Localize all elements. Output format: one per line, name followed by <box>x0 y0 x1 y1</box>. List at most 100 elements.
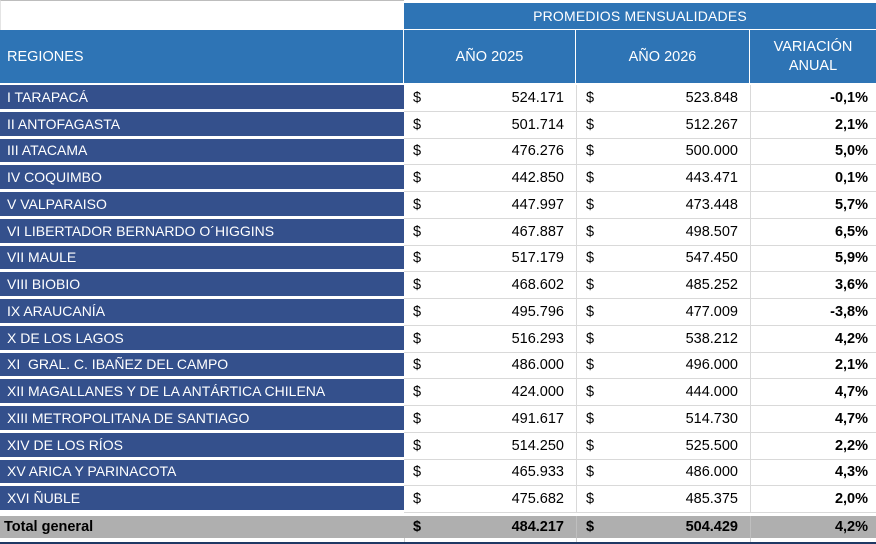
region-cell[interactable]: XIV DE LOS RÍOS <box>0 432 404 460</box>
region-cell[interactable]: XV ARICA Y PARINACOTA <box>0 459 404 487</box>
variation-cell[interactable]: 5,9% <box>750 245 876 273</box>
value-2025-cell[interactable]: $ 468.602 <box>404 272 576 299</box>
value-2025-cell[interactable]: $ 495.796 <box>404 299 576 326</box>
region-cell[interactable]: IV COQUIMBO <box>0 165 404 192</box>
variation-value: -3,8% <box>830 303 868 320</box>
value-2025-cell[interactable]: $ 476.276 <box>404 138 576 166</box>
value-2026-cell[interactable]: $ 538.212 <box>576 325 750 353</box>
region-cell[interactable]: XII MAGALLANES Y DE LA ANTÁRTICA CHILENA <box>0 379 404 406</box>
variation-cell[interactable]: 2,1% <box>750 111 876 139</box>
variation-cell[interactable]: 2,2% <box>750 432 876 460</box>
header-variation[interactable]: VARIACIÓN ANUAL <box>750 30 876 85</box>
table-row: XII MAGALLANES Y DE LA ANTÁRTICA CHILENA… <box>0 379 876 406</box>
region-cell[interactable]: VI LIBERTADOR BERNARDO O´HIGGINS <box>0 218 404 246</box>
total-2025-cell[interactable]: $ 484.217 <box>404 516 576 538</box>
variation-cell[interactable]: 3,6% <box>750 272 876 299</box>
variation-cell[interactable]: -0,1% <box>750 85 876 112</box>
currency-symbol: $ <box>413 223 422 240</box>
currency-symbol: $ <box>586 223 595 240</box>
value-2026-cell[interactable]: $ 498.507 <box>576 218 750 246</box>
value-2025-cell[interactable]: $ 442.850 <box>404 165 576 192</box>
value-2025: 475.682 <box>511 491 564 508</box>
value-2025-cell[interactable]: $ 501.714 <box>404 111 576 139</box>
total-value-2025: 484.217 <box>511 519 564 535</box>
value-2025-cell[interactable]: $ 475.682 <box>404 486 576 513</box>
value-2026-cell[interactable]: $ 444.000 <box>576 379 750 406</box>
region-cell[interactable]: IX ARAUCANÍA <box>0 299 404 326</box>
value-2025-cell[interactable]: $ 467.887 <box>404 218 576 246</box>
header-year-2025[interactable]: AÑO 2025 <box>404 30 576 85</box>
variation-cell[interactable]: 5,0% <box>750 138 876 166</box>
region-cell[interactable]: X DE LOS LAGOS <box>0 325 404 353</box>
value-2025-cell[interactable]: $ 465.933 <box>404 459 576 487</box>
currency-symbol: $ <box>586 277 595 294</box>
variation-cell[interactable]: 6,5% <box>750 218 876 246</box>
region-cell[interactable]: XVI ÑUBLE <box>0 486 404 513</box>
table-row: XI GRAL. C. IBAÑEZ DEL CAMPO $ 486.000 $… <box>0 352 876 380</box>
currency-symbol: $ <box>413 116 422 133</box>
value-2026-cell[interactable]: $ 523.848 <box>576 85 750 112</box>
value-2026-cell[interactable]: $ 485.375 <box>576 486 750 513</box>
value-2026-cell[interactable]: $ 500.000 <box>576 138 750 166</box>
corner-cell[interactable] <box>0 0 404 30</box>
region-cell[interactable]: III ATACAMA <box>0 138 404 166</box>
value-2026: 485.375 <box>685 491 738 508</box>
variation-cell[interactable]: 2,1% <box>750 352 876 380</box>
variation-value: 4,7% <box>834 410 868 427</box>
region-cell[interactable]: XIII METROPOLITANA DE SANTIAGO <box>0 406 404 433</box>
region-bar: V VALPARAISO <box>0 192 404 216</box>
region-bar: XV ARICA Y PARINACOTA <box>0 459 404 484</box>
value-2026-cell[interactable]: $ 512.267 <box>576 111 750 139</box>
value-2025-cell[interactable]: $ 424.000 <box>404 379 576 406</box>
value-2026-cell[interactable]: $ 514.730 <box>576 406 750 433</box>
region-cell[interactable]: VII MAULE <box>0 245 404 273</box>
value-2025-cell[interactable]: $ 491.617 <box>404 406 576 433</box>
variation-cell[interactable]: 5,7% <box>750 192 876 219</box>
value-2026-cell[interactable]: $ 496.000 <box>576 352 750 380</box>
value-2026-cell[interactable]: $ 525.500 <box>576 432 750 460</box>
variation-cell[interactable]: 2,0% <box>750 486 876 513</box>
header-year-2026[interactable]: AÑO 2026 <box>576 30 750 85</box>
value-2026-cell[interactable]: $ 473.448 <box>576 192 750 219</box>
variation-cell[interactable]: 4,7% <box>750 406 876 433</box>
value-2025-cell[interactable]: $ 486.000 <box>404 352 576 380</box>
value-2026-cell[interactable]: $ 485.252 <box>576 272 750 299</box>
value-2026-cell[interactable]: $ 486.000 <box>576 459 750 487</box>
total-2026-cell[interactable]: $ 504.429 <box>576 516 750 538</box>
variation-cell[interactable]: 4,2% <box>750 325 876 353</box>
total-variation-cell[interactable]: 4,2% <box>750 516 876 538</box>
variation-cell[interactable]: -3,8% <box>750 299 876 326</box>
region-cell[interactable]: II ANTOFAGASTA <box>0 111 404 139</box>
value-2026-cell[interactable]: $ 477.009 <box>576 299 750 326</box>
value-2025-cell[interactable]: $ 447.997 <box>404 192 576 219</box>
region-label: XII MAGALLANES Y DE LA ANTÁRTICA CHILENA <box>7 383 326 400</box>
region-cell[interactable]: VIII BIOBIO <box>0 272 404 299</box>
value-2025-cell[interactable]: $ 516.293 <box>404 325 576 353</box>
variation-cell[interactable]: 4,7% <box>750 379 876 406</box>
variation-cell[interactable]: 0,1% <box>750 165 876 192</box>
currency-symbol: $ <box>586 464 595 481</box>
region-cell[interactable]: I TARAPACÁ <box>0 85 404 112</box>
value-2025-cell[interactable]: $ 517.179 <box>404 245 576 273</box>
group-header-cell[interactable]: PROMEDIOS MENSUALIDADES <box>404 3 876 29</box>
value-2025: 514.250 <box>511 437 564 454</box>
region-cell[interactable]: V VALPARAISO <box>0 192 404 219</box>
total-label-cell[interactable]: Total general <box>0 516 404 538</box>
variation-value: 4,3% <box>834 464 868 481</box>
value-2026: 500.000 <box>685 143 738 160</box>
header-regions-label: REGIONES <box>7 48 84 65</box>
value-2026-cell[interactable]: $ 443.471 <box>576 165 750 192</box>
region-label: I TARAPACÁ <box>7 88 88 105</box>
currency-symbol: $ <box>586 89 595 106</box>
region-cell[interactable]: XI GRAL. C. IBAÑEZ DEL CAMPO <box>0 352 404 380</box>
currency-symbol: $ <box>413 437 422 454</box>
table-row: XIV DE LOS RÍOS $ 514.250 $ 525.500 2,2% <box>0 432 876 460</box>
value-2025-cell[interactable]: $ 524.171 <box>404 85 576 112</box>
header-regions[interactable]: REGIONES <box>0 30 404 85</box>
currency-symbol: $ <box>413 330 422 347</box>
region-bar: XVI ÑUBLE <box>0 486 404 510</box>
value-2026-cell[interactable]: $ 547.450 <box>576 245 750 273</box>
value-2025-cell[interactable]: $ 514.250 <box>404 432 576 460</box>
value-2025: 516.293 <box>511 330 564 347</box>
variation-cell[interactable]: 4,3% <box>750 459 876 487</box>
